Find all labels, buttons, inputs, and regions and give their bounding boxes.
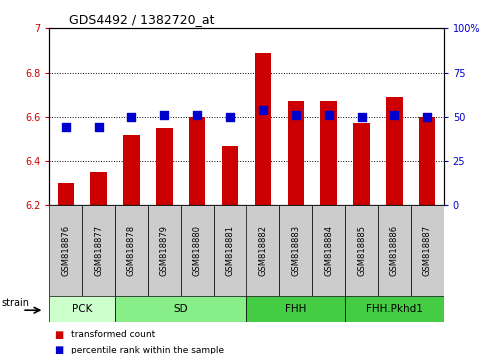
Text: percentile rank within the sample: percentile rank within the sample: [71, 346, 225, 354]
Bar: [419, 117, 435, 205]
Text: GSM818884: GSM818884: [324, 225, 333, 276]
Text: ■: ■: [54, 330, 64, 339]
Bar: [123, 135, 140, 205]
Bar: [49, 205, 82, 296]
Text: GSM818886: GSM818886: [390, 225, 399, 276]
Text: GDS4492 / 1382720_at: GDS4492 / 1382720_at: [69, 13, 214, 26]
Bar: [246, 205, 280, 296]
Bar: [222, 145, 238, 205]
Bar: [90, 172, 107, 205]
Text: GSM818885: GSM818885: [357, 225, 366, 276]
Text: strain: strain: [1, 298, 29, 308]
Text: FHH.Pkhd1: FHH.Pkhd1: [366, 304, 423, 314]
Text: GSM818882: GSM818882: [258, 225, 267, 276]
Bar: [312, 205, 345, 296]
Bar: [378, 205, 411, 296]
Text: GSM818879: GSM818879: [160, 225, 169, 276]
Point: [325, 112, 333, 118]
Bar: [181, 205, 213, 296]
Point: [357, 114, 365, 120]
Point: [390, 112, 398, 118]
Bar: [58, 183, 74, 205]
Bar: [280, 205, 312, 296]
Bar: [411, 205, 444, 296]
Point: [193, 112, 201, 118]
Text: FHH: FHH: [285, 304, 307, 314]
Bar: [189, 117, 206, 205]
Text: GSM818880: GSM818880: [193, 225, 202, 276]
Bar: [255, 53, 271, 205]
Bar: [49, 296, 115, 322]
Text: GSM818878: GSM818878: [127, 225, 136, 276]
Text: SD: SD: [174, 304, 188, 314]
Text: GSM818881: GSM818881: [226, 225, 235, 276]
Point: [128, 114, 136, 120]
Text: GSM818887: GSM818887: [423, 225, 432, 276]
Text: transformed count: transformed count: [71, 330, 156, 339]
Bar: [156, 128, 173, 205]
Bar: [246, 296, 345, 322]
Text: GSM818876: GSM818876: [61, 225, 70, 276]
Bar: [320, 101, 337, 205]
Bar: [345, 296, 444, 322]
Bar: [115, 296, 246, 322]
Point: [259, 107, 267, 113]
Point: [95, 125, 103, 130]
Bar: [353, 124, 370, 205]
Text: GSM818877: GSM818877: [94, 225, 103, 276]
Point: [226, 114, 234, 120]
Bar: [386, 97, 403, 205]
Bar: [213, 205, 246, 296]
Bar: [148, 205, 181, 296]
Point: [160, 112, 168, 118]
Point: [423, 114, 431, 120]
Bar: [287, 101, 304, 205]
Text: PCK: PCK: [72, 304, 92, 314]
Bar: [345, 205, 378, 296]
Point: [292, 112, 300, 118]
Text: ■: ■: [54, 346, 64, 354]
Bar: [82, 205, 115, 296]
Text: GSM818883: GSM818883: [291, 225, 300, 276]
Point: [62, 125, 70, 130]
Bar: [115, 205, 148, 296]
